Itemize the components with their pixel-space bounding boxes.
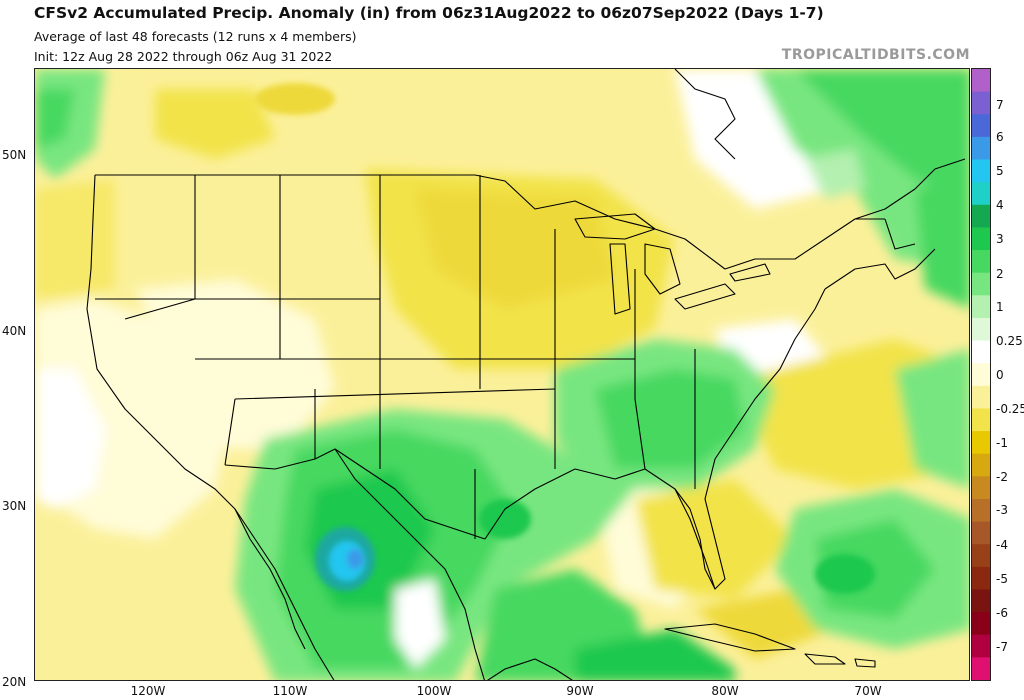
colorbar-swatch (972, 544, 990, 568)
colorbar-swatch (972, 634, 990, 658)
precip-anomaly-map (34, 68, 970, 681)
lat-label-40n: 40N (2, 324, 27, 338)
colorbar-label: -2 (996, 470, 1008, 484)
colorbar-label: 1 (996, 300, 1004, 314)
colorbar-swatch (972, 227, 990, 251)
colorbar-swatch (972, 114, 990, 138)
colorbar-swatch (972, 385, 990, 409)
colorbar-swatch (972, 91, 990, 115)
colorbar-swatch (972, 408, 990, 432)
colorbar-swatch (972, 612, 990, 636)
chart-title: CFSv2 Accumulated Precip. Anomaly (in) f… (34, 4, 824, 22)
colorbar-swatch (972, 589, 990, 613)
colorbar-swatch (972, 182, 990, 206)
source-watermark: TROPICALTIDBITS.COM (781, 47, 970, 63)
colorbar-swatch (972, 295, 990, 319)
lon-label-80w: 80W (711, 684, 739, 698)
colorbar-label: 4 (996, 198, 1004, 212)
colorbar-swatch (972, 431, 990, 455)
colorbar-label: 0.25 (996, 334, 1023, 348)
colorbar-label: 7 (996, 98, 1004, 112)
colorbar-label: -3 (996, 503, 1008, 517)
colorbar (971, 68, 991, 681)
colorbar-label: -1 (996, 436, 1008, 450)
colorbar-swatch (972, 498, 990, 523)
colorbar-swatch (972, 521, 990, 545)
colorbar-label: -6 (996, 606, 1008, 620)
colorbar-swatch (972, 363, 990, 387)
lon-label-90w: 90W (566, 684, 594, 698)
colorbar-swatch (972, 317, 990, 342)
colorbar-label: -5 (996, 572, 1008, 586)
colorbar-swatch (972, 204, 990, 228)
colorbar-label: 5 (996, 164, 1004, 178)
lon-label-100w: 100W (416, 684, 452, 698)
lat-label-20n: 20N (2, 675, 27, 689)
lon-label-120w: 120W (130, 684, 166, 698)
colorbar-swatch (972, 566, 990, 590)
colorbar-swatch (972, 250, 990, 274)
colorbar-swatch (972, 476, 990, 500)
lat-label-50n: 50N (2, 148, 27, 162)
colorbar-swatch (972, 69, 990, 93)
colorbar-label: 0 (996, 368, 1004, 382)
colorbar-swatch (972, 136, 990, 161)
chart-subtitle-average: Average of last 48 forecasts (12 runs x … (34, 29, 357, 44)
colorbar-label: -0.25 (996, 402, 1024, 416)
lon-label-110w: 110W (272, 684, 308, 698)
colorbar-label: 3 (996, 232, 1004, 246)
colorbar-swatch (972, 657, 990, 680)
colorbar-swatch (972, 272, 990, 296)
colorbar-label: -4 (996, 538, 1008, 552)
lon-label-70w: 70W (854, 684, 882, 698)
colorbar-swatch (972, 340, 990, 364)
colorbar-swatch (972, 453, 990, 477)
colorbar-label: 6 (996, 130, 1004, 144)
colorbar-swatch (972, 159, 990, 183)
lat-label-30n: 30N (2, 499, 27, 513)
chart-subtitle-init: Init: 12z Aug 28 2022 through 06z Aug 31… (34, 49, 333, 64)
colorbar-label: 2 (996, 267, 1004, 281)
colorbar-label: -7 (996, 640, 1008, 654)
